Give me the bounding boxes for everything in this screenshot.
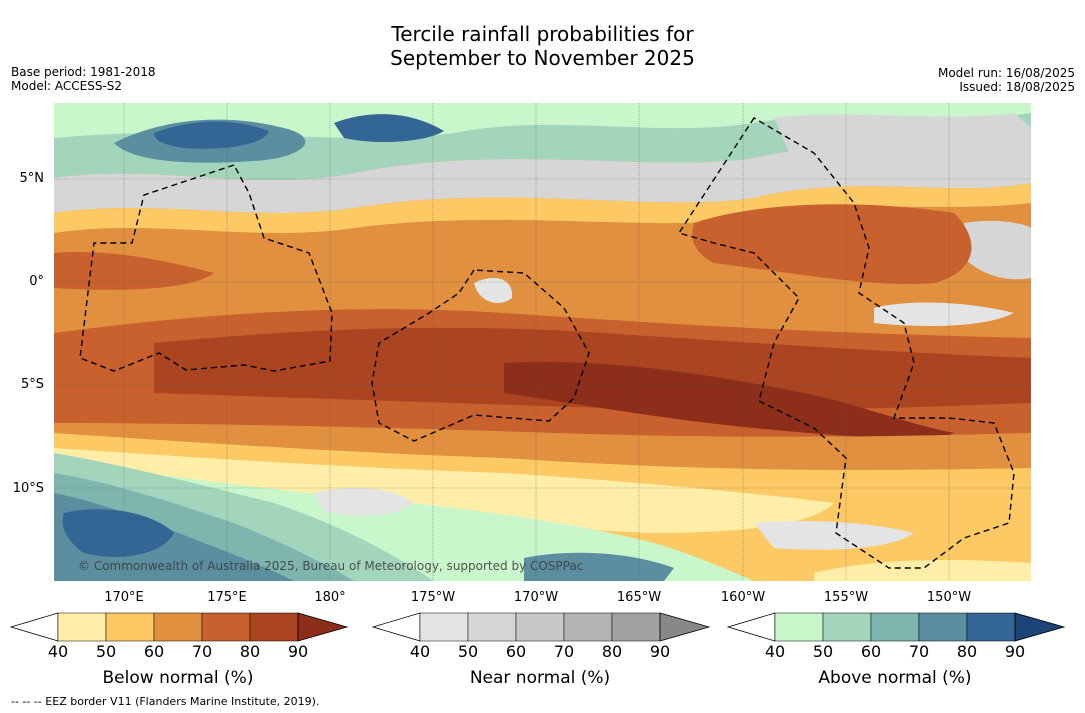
colorbar-above	[727, 612, 1066, 642]
east-near-patch-2	[874, 302, 1014, 326]
west-dark-patch	[54, 252, 214, 290]
colorbar-near-bin-5	[611, 612, 661, 642]
lon-label-175w: 175°W	[410, 590, 456, 605]
lon-label-160w: 160°W	[720, 590, 766, 605]
south-near-patch-2	[754, 521, 914, 550]
colorbar-below-bin-4	[201, 612, 251, 642]
colorbar-near-bin-3	[515, 612, 565, 642]
colorbar-below-bin-2	[105, 612, 155, 642]
colorbar-above-bin-2	[822, 612, 872, 642]
north-above-light	[54, 103, 1031, 138]
map-canvas	[54, 103, 1031, 581]
lon-label-170e: 170°E	[104, 590, 144, 605]
south-near-patch	[314, 487, 414, 516]
lon-label-170w: 170°W	[513, 590, 559, 605]
cb-near-tick-50: 50	[457, 642, 479, 661]
cb-below-tick-80: 80	[239, 642, 261, 661]
colorbar-below	[10, 612, 349, 642]
colorbar-near-lowcap	[372, 612, 421, 642]
copyright-notice: © Commonwealth of Australia 2025, Bureau…	[78, 559, 584, 573]
colorbar-above-bin-3	[870, 612, 920, 642]
title-line-2: September to November 2025	[390, 46, 695, 70]
colorbar-near-bin-4	[563, 612, 613, 642]
cb-near-tick-70: 70	[553, 642, 575, 661]
eez-footnote: -- -- -- EEZ border V11 (Flanders Marine…	[11, 695, 320, 708]
colorbar-above-bin-4	[918, 612, 968, 642]
north-near-band	[54, 143, 1031, 213]
lat-label-5s: 5°S	[20, 377, 44, 392]
base-period: Base period: 1981-2018	[11, 65, 156, 79]
lat-label-5n: 5°N	[19, 171, 45, 186]
model-run: Model run: 16/08/2025	[937, 66, 1075, 80]
central-near-patch	[474, 278, 513, 303]
title-line-1: Tercile rainfall probabilities for	[391, 22, 694, 46]
cb-above-tick-90: 90	[1004, 642, 1026, 661]
lon-label-180: 180°	[314, 590, 346, 605]
colorbar-below-bin-3	[153, 612, 203, 642]
cb-near-title: Near normal (%)	[469, 668, 611, 688]
lon-label-155w: 155°W	[823, 590, 869, 605]
cb-near-tick-40: 40	[409, 642, 431, 661]
cb-below-tick-50: 50	[95, 642, 117, 661]
cb-near-tick-60: 60	[505, 642, 527, 661]
north-blue-patch-3	[334, 114, 444, 143]
meta-right: Model run: 16/08/2025 Issued: 18/08/2025	[938, 66, 1075, 94]
graticule	[54, 103, 1031, 581]
meta-left: Base period: 1981-2018 Model: ACCESS-S2	[11, 65, 156, 93]
north-yellow-band	[54, 183, 1031, 233]
lon-label-165w: 165°W	[616, 590, 662, 605]
cb-above-tick-50: 50	[812, 642, 834, 661]
lon-label-175e: 175°E	[207, 590, 247, 605]
north-near-east	[774, 113, 1031, 164]
se-yellow-patch	[814, 560, 1031, 581]
cb-near-tick-80: 80	[601, 642, 623, 661]
south-blue-patch	[62, 509, 174, 557]
colorbar-near-bin-1	[419, 612, 469, 642]
colorbar-near	[372, 612, 711, 642]
lon-label-150w: 150°W	[926, 590, 972, 605]
north-blue-patch-2	[154, 121, 269, 149]
cb-below-tick-90: 90	[287, 642, 309, 661]
east-near-patch	[964, 220, 1031, 280]
map-title: Tercile rainfall probabilities for Septe…	[0, 22, 1085, 70]
colorbar-below-bin-5	[249, 612, 299, 642]
colorbar-above-lowcap	[727, 612, 776, 642]
cb-above-tick-70: 70	[908, 642, 930, 661]
south-blue-patch-2	[524, 552, 674, 581]
lat-label-10s: 10°S	[12, 481, 44, 496]
cb-below-tick-40: 40	[47, 642, 69, 661]
colorbar-above-bin-5	[966, 612, 1016, 642]
colorbar-above-bin-1	[774, 612, 824, 642]
lat-label-0: 0°	[29, 274, 44, 289]
equatorial-max	[504, 362, 954, 439]
model-name: Model: ACCESS-S2	[11, 79, 123, 93]
eez-borders	[79, 117, 1015, 569]
cb-below-tick-70: 70	[191, 642, 213, 661]
ne-dark-patch	[692, 204, 972, 284]
colorbar-above-highcap	[1014, 612, 1066, 642]
rainfall-map: © Commonwealth of Australia 2025, Bureau…	[54, 103, 1031, 581]
cb-below-tick-60: 60	[143, 642, 165, 661]
colorbar-below-bin-1	[57, 612, 107, 642]
cb-above-tick-80: 80	[956, 642, 978, 661]
colorbar-below-lowcap	[10, 612, 59, 642]
colorbar-near-highcap	[659, 612, 711, 642]
cb-near-tick-90: 90	[649, 642, 671, 661]
cb-above-tick-60: 60	[860, 642, 882, 661]
issued-date: Issued: 18/08/2025	[959, 80, 1075, 94]
colorbar-below-highcap	[297, 612, 349, 642]
cb-below-title: Below normal (%)	[102, 668, 254, 688]
cb-above-tick-40: 40	[764, 642, 786, 661]
cb-above-title: Above normal (%)	[818, 668, 972, 688]
colorbar-near-bin-2	[467, 612, 517, 642]
